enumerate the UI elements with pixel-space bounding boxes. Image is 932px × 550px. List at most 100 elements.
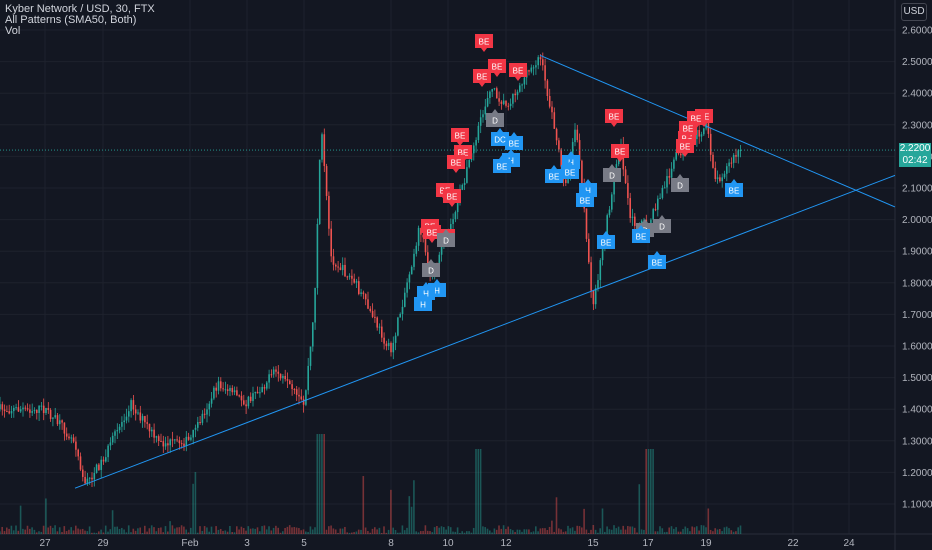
pattern-label[interactable]: DC	[491, 128, 509, 146]
candle-body	[482, 114, 484, 118]
currency-button[interactable]: USD	[901, 3, 927, 21]
volume-bar	[633, 527, 636, 534]
volume-bar	[22, 528, 24, 534]
candle-body	[714, 167, 717, 179]
candle-body	[45, 408, 47, 414]
volume-bar	[31, 527, 33, 534]
volume-bar	[675, 527, 677, 534]
candle-body	[49, 409, 52, 419]
volume-bar	[121, 527, 123, 534]
ascending-trendline[interactable]	[74, 174, 896, 489]
candle-body	[259, 392, 261, 394]
volume-bar	[668, 527, 670, 534]
pattern-label[interactable]: BE	[605, 109, 623, 127]
pattern-label[interactable]: D	[422, 259, 440, 277]
volume-bar	[231, 531, 233, 534]
candle-body	[387, 342, 390, 347]
volume-bar	[155, 531, 158, 534]
pattern-label[interactable]: BE	[576, 189, 594, 207]
pattern-label[interactable]: BE	[545, 165, 563, 183]
pattern-label-text: BE	[652, 259, 663, 268]
volume-bar	[576, 525, 578, 534]
candle-body	[675, 151, 677, 160]
pattern-label[interactable]: BE	[505, 132, 523, 150]
indicator-label[interactable]: All Patterns (SMA50, Both)	[5, 14, 137, 26]
pattern-label[interactable]: BE	[648, 251, 666, 269]
pattern-label[interactable]: BE	[488, 59, 506, 77]
pattern-label[interactable]: BE	[475, 34, 493, 52]
volume-bar	[696, 526, 698, 534]
volume-bar	[307, 531, 309, 534]
candle-body	[286, 379, 289, 381]
volume-bar	[392, 527, 394, 534]
pattern-label-shape	[505, 132, 523, 150]
volume-bar	[213, 532, 215, 534]
candle-body	[148, 423, 151, 432]
volume-bar	[367, 531, 369, 534]
candle-body	[132, 400, 135, 410]
pattern-label[interactable]: BE	[509, 63, 527, 81]
pattern-label[interactable]: H	[414, 293, 432, 311]
candle-body	[709, 133, 712, 155]
pattern-label-text: BE	[601, 239, 612, 248]
candle-body	[194, 427, 197, 430]
pattern-label[interactable]: D	[486, 109, 504, 127]
volume-bar	[486, 528, 489, 534]
volume-bar	[705, 527, 707, 534]
candle-body	[606, 215, 608, 237]
pattern-label[interactable]: BE	[676, 139, 694, 157]
pattern-label[interactable]: BE	[679, 121, 697, 139]
candle-body	[468, 159, 470, 168]
pattern-label-text: D	[443, 237, 449, 246]
volume-bar	[224, 530, 227, 534]
candle-body	[226, 389, 229, 391]
volume-bar	[65, 531, 68, 534]
candle-body	[571, 142, 574, 164]
pattern-label[interactable]: BE	[561, 161, 579, 179]
pattern-label[interactable]: D	[603, 164, 621, 182]
pattern-label[interactable]: BE	[451, 128, 469, 146]
pattern-label-text: D	[659, 223, 665, 232]
chart-legend: Kyber Network / USD, 30, FTX All Pattern…	[5, 4, 155, 37]
pattern-label[interactable]: BE	[611, 144, 629, 162]
descending-trendline[interactable]	[539, 54, 896, 208]
pattern-label[interactable]: BE	[493, 155, 511, 173]
volume-bar	[160, 527, 162, 534]
pattern-label[interactable]: BE	[632, 225, 650, 243]
volume-bar	[12, 530, 15, 534]
volume-bar	[29, 528, 31, 534]
candle-body	[351, 275, 353, 279]
candle-body	[663, 187, 666, 189]
volume-bar	[332, 528, 335, 534]
volume-bar	[45, 498, 47, 534]
pattern-label[interactable]: BE	[443, 189, 461, 207]
candle-body	[70, 437, 73, 439]
candle-body	[484, 106, 487, 115]
x-axis-tick-label: 22	[787, 538, 799, 549]
pattern-label[interactable]: BE	[597, 231, 615, 249]
candle-body	[302, 399, 305, 405]
candle-body	[348, 275, 351, 277]
pattern-label-shape	[488, 59, 506, 77]
candle-body	[634, 216, 636, 226]
volume-bar	[208, 531, 210, 534]
candle-body	[367, 299, 369, 309]
volume-bar	[613, 525, 615, 534]
volume-bar	[173, 528, 176, 534]
pattern-label[interactable]: D	[653, 215, 671, 233]
candle-body	[93, 472, 96, 480]
pattern-label[interactable]: BE	[423, 225, 441, 243]
pattern-label-shape	[605, 109, 623, 127]
pattern-label-text: H	[434, 287, 440, 296]
y-axis-tick-label: 1.3000	[902, 436, 932, 447]
pattern-label[interactable]: D	[437, 229, 455, 247]
volume-label[interactable]: Vol	[5, 25, 21, 37]
candle-body	[190, 437, 192, 440]
pattern-label[interactable]: BE	[725, 179, 743, 197]
pattern-label[interactable]: D	[671, 174, 689, 192]
pattern-label[interactable]: BE	[447, 155, 465, 173]
symbol-title[interactable]: Kyber Network / USD, 30, FTX	[5, 3, 155, 15]
pattern-label[interactable]: BE	[473, 69, 491, 87]
candle-body	[613, 174, 615, 195]
